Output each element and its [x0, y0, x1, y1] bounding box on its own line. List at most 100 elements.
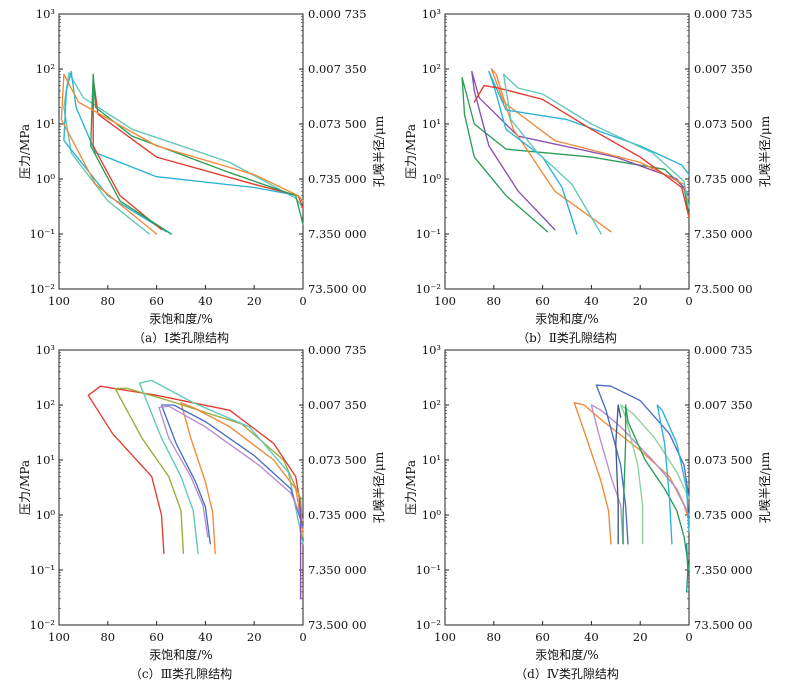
y-tick-label: 10⁰ — [36, 508, 56, 522]
plot-frame — [444, 349, 690, 626]
series-line-c4 — [180, 402, 304, 555]
y-right-tick-label: 7.350 000 — [308, 227, 367, 241]
plot-frame — [58, 349, 304, 626]
y-tick-label: 10⁻¹ — [30, 563, 55, 577]
series-line-a1 — [63, 72, 304, 235]
y-tick-label: 10⁻¹ — [416, 227, 441, 241]
y-axis-label: 压力/MPa — [404, 124, 418, 179]
y-right-axis-label: 孔喉半径/μm — [372, 451, 386, 523]
y-right-tick-label: 0.073 500 — [308, 453, 367, 467]
y-tick-label: 10⁰ — [36, 172, 56, 186]
y-right-tick-label: 0.000 735 — [694, 7, 753, 21]
series-line-b6 — [502, 73, 690, 235]
x-tick-label: 60 — [535, 294, 550, 308]
y-right-tick-label: 0.007 350 — [694, 62, 753, 76]
series-line-d3 — [595, 384, 690, 545]
y-tick-label: 10¹ — [422, 453, 441, 467]
y-axis-label: 压力/MPa — [18, 124, 32, 179]
y-right-axis-label: 孔喉半径/μm — [758, 115, 772, 187]
y-tick-label: 10⁻¹ — [416, 563, 441, 577]
y-right-axis-label: 孔喉半径/μm — [372, 115, 386, 187]
y-tick-label: 10⁻² — [30, 618, 55, 632]
x-tick-label: 20 — [633, 630, 648, 644]
panel-caption: （b）Ⅱ类孔隙结构 — [517, 330, 617, 345]
y-right-tick-label: 73.500 00 — [308, 618, 367, 632]
y-right-tick-label: 7.350 000 — [694, 563, 753, 577]
y-tick-label: 10⁰ — [422, 508, 442, 522]
y-right-tick-label: 0.007 350 — [694, 398, 753, 412]
x-tick-label: 80 — [486, 630, 501, 644]
y-tick-label: 10³ — [36, 343, 56, 357]
y-right-tick-label: 73.500 00 — [694, 618, 753, 632]
y-right-tick-label: 0.000 735 — [308, 343, 367, 357]
series-line-d8 — [685, 543, 689, 593]
plot-frame — [58, 13, 304, 290]
series-line-a5 — [60, 73, 304, 235]
chart-panel-d: 100 80 60 40 20 0 10⁻² 73.500 00 10⁻¹ 7.350 000 10… — [404, 343, 772, 681]
y-tick-label: 10¹ — [422, 117, 441, 131]
x-tick-label: 0 — [299, 294, 306, 308]
y-right-tick-label: 0.073 500 — [308, 117, 367, 131]
series-line-c6 — [158, 405, 304, 538]
panel-caption: （a）Ⅰ类孔隙结构 — [133, 330, 229, 345]
y-right-tick-label: 0.007 350 — [308, 398, 367, 412]
y-right-tick-label: 0.735 000 — [308, 172, 367, 186]
y-axis-label: 压力/MPa — [18, 460, 32, 515]
y-tick-label: 10¹ — [36, 453, 55, 467]
y-tick-label: 10⁻¹ — [30, 227, 55, 241]
x-tick-label: 40 — [198, 630, 213, 644]
y-right-tick-label: 73.500 00 — [694, 282, 753, 296]
x-tick-label: 40 — [198, 294, 213, 308]
x-axis-label: 汞饱和度/% — [149, 311, 212, 326]
y-tick-label: 10² — [422, 398, 441, 412]
y-tick-label: 10⁻² — [416, 282, 441, 296]
series-line-b5 — [473, 84, 690, 219]
y-tick-label: 10² — [36, 398, 55, 412]
x-tick-label: 20 — [247, 630, 262, 644]
y-axis-label: 压力/MPa — [404, 460, 418, 515]
y-right-tick-label: 0.073 500 — [694, 453, 753, 467]
y-right-tick-label: 0.000 735 — [694, 343, 753, 357]
x-tick-label: 60 — [535, 630, 550, 644]
y-right-tick-label: 0.073 500 — [694, 117, 753, 131]
y-right-tick-label: 0.007 350 — [308, 62, 367, 76]
y-right-tick-label: 0.735 000 — [694, 508, 753, 522]
x-tick-label: 40 — [584, 630, 599, 644]
series-line-c2 — [114, 387, 304, 555]
y-tick-label: 10⁻² — [30, 282, 55, 296]
y-tick-label: 10³ — [422, 343, 442, 357]
x-tick-label: 40 — [584, 294, 599, 308]
x-tick-label: 100 — [48, 294, 70, 308]
x-tick-label: 20 — [633, 294, 648, 308]
series-line-b1 — [461, 76, 690, 233]
y-right-tick-label: 0.735 000 — [308, 508, 367, 522]
series-line-b4 — [488, 70, 690, 235]
chart-panel-c: 100 80 60 40 20 0 10⁻² 73.500 00 10⁻¹ 7.350 000 10… — [18, 343, 386, 681]
y-right-tick-label: 73.500 00 — [308, 282, 367, 296]
x-tick-label: 100 — [434, 294, 456, 308]
series-line-d5 — [622, 404, 690, 571]
series-line-d2 — [590, 404, 690, 545]
x-tick-label: 60 — [149, 630, 164, 644]
y-right-axis-label: 孔喉半径/μm — [758, 451, 772, 523]
series-line-c7 — [298, 497, 302, 600]
y-tick-label: 10³ — [36, 7, 56, 21]
panel-caption: （d）Ⅳ类孔隙结构 — [515, 666, 619, 681]
x-axis-label: 汞饱和度/% — [535, 647, 598, 662]
series-line-c5 — [160, 404, 304, 545]
y-tick-label: 10³ — [422, 7, 442, 21]
y-tick-label: 10⁻² — [416, 618, 441, 632]
series-line-d4 — [620, 404, 690, 545]
chart-panel-b: 100 80 60 40 20 0 10⁻² 73.500 00 10⁻¹ 7.350 000 10… — [404, 7, 772, 345]
chart-panel-a: 100 80 60 40 20 0 10⁻² 73.500 00 10⁻¹ 7.350 000 10… — [18, 7, 386, 345]
x-tick-label: 20 — [247, 294, 262, 308]
panel-caption: （c）Ⅲ类孔隙结构 — [130, 666, 232, 681]
y-right-tick-label: 0.000 735 — [308, 7, 367, 21]
y-tick-label: 10⁰ — [422, 172, 442, 186]
x-tick-label: 80 — [100, 630, 115, 644]
x-tick-label: 60 — [149, 294, 164, 308]
y-right-tick-label: 0.735 000 — [694, 172, 753, 186]
series-line-a2 — [63, 70, 304, 233]
series-line-d1 — [573, 402, 690, 545]
series-line-c1 — [87, 385, 304, 555]
